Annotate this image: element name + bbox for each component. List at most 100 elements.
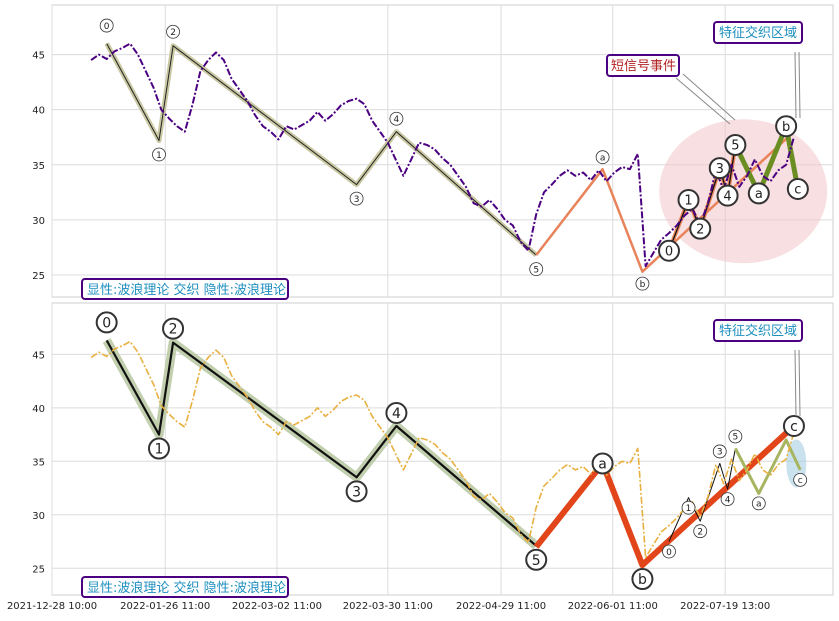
wave-label-circle bbox=[677, 189, 700, 212]
badge-text: 特征交织区域 bbox=[719, 25, 797, 41]
y-tick-label: 35 bbox=[32, 161, 45, 172]
wave-label-circle bbox=[657, 239, 680, 262]
y-tick-label: 40 bbox=[32, 106, 45, 117]
wave-label-text: a bbox=[756, 500, 762, 510]
x-tick-label: 2022-04-29 11:00 bbox=[456, 601, 546, 612]
wave-label-circle bbox=[786, 178, 809, 201]
wave-label-circle bbox=[712, 444, 727, 459]
wave-label-circle bbox=[95, 311, 118, 334]
wave-label-text: 2 bbox=[170, 28, 176, 38]
wave-label-circle bbox=[385, 402, 408, 425]
wave-label-text: 3 bbox=[354, 195, 360, 205]
wave-label: 5 bbox=[724, 133, 747, 156]
wave-label-circle bbox=[693, 524, 708, 539]
y-tick-label: 45 bbox=[32, 51, 45, 62]
x-tick-label: 2022-03-02 11:00 bbox=[232, 601, 322, 612]
zone-callout-arrow bbox=[794, 349, 801, 417]
wave-label: 1 bbox=[152, 147, 166, 162]
wave-label-text: 4 bbox=[725, 495, 731, 505]
bottom-legend-badge: 显性:波浪理论 交织 隐性:波浪理论 bbox=[81, 576, 289, 598]
y-tick-label: 25 bbox=[32, 271, 45, 282]
wave-label-circle bbox=[349, 191, 364, 206]
badge-text: 特征交织区域 bbox=[719, 323, 797, 339]
wave-label-text: 4 bbox=[392, 406, 401, 422]
wave-label-text: 3 bbox=[352, 484, 361, 500]
wave-label-text: 0 bbox=[104, 22, 110, 32]
wave-label: 3 bbox=[712, 444, 727, 459]
wave-label-circle bbox=[782, 415, 805, 438]
wave-label-circle bbox=[681, 500, 696, 515]
wave-label: a bbox=[747, 182, 770, 205]
wave-label-circle bbox=[595, 150, 610, 165]
bottom-panel-y-ticks: 25 30 35 40 45 bbox=[32, 350, 45, 575]
top-panel-y-ticks: 25 30 35 40 45 bbox=[32, 51, 45, 282]
x-tick-label: 2022-07-19 13:00 bbox=[680, 601, 770, 612]
wave-label-text: b bbox=[640, 280, 646, 290]
wave-label-text: 2 bbox=[697, 527, 703, 537]
wave-label-circle bbox=[152, 147, 166, 162]
bottom-panel-waves bbox=[102, 338, 802, 569]
wave-label-circle bbox=[147, 437, 170, 460]
wave-label: 2 bbox=[693, 524, 708, 539]
x-axis-ticks: 2021-12-28 10:00 2022-01-26 11:00 2022-0… bbox=[7, 601, 770, 612]
wave-label: 4 bbox=[389, 111, 404, 126]
wave-label: a bbox=[751, 496, 766, 511]
wave-label: c bbox=[786, 178, 809, 201]
wave-label-circle bbox=[728, 429, 743, 444]
wave-label-circle bbox=[345, 480, 368, 503]
wave-label-circle bbox=[525, 548, 548, 571]
wave-label-circle bbox=[751, 496, 766, 511]
wave-label: b bbox=[631, 568, 654, 591]
y-tick-label: 30 bbox=[32, 216, 45, 227]
wave-label-circle bbox=[662, 544, 676, 559]
price-line bbox=[90, 340, 795, 559]
wave-label-text: 1 bbox=[156, 151, 162, 161]
wave-label-circle bbox=[775, 115, 798, 138]
badge-text: 显性:波浪理论 交织 隐性:波浪理论 bbox=[87, 282, 286, 298]
wave-label-circle bbox=[166, 24, 180, 39]
bottom-panel-wave-labels: 0 1 2 3 4 5 a b c 0 1 2 3 4 5 a c bbox=[95, 311, 808, 591]
bottom-panel-price-series bbox=[90, 340, 795, 559]
wave-label: 5 bbox=[529, 262, 544, 277]
top-zone-badge: 特征交织区域 bbox=[713, 21, 803, 44]
badge-text: 短信号事件 bbox=[611, 59, 676, 74]
wave-label: b bbox=[635, 276, 650, 291]
wave-label-circle bbox=[708, 157, 731, 180]
wave-label: 2 bbox=[689, 217, 712, 240]
wave-label: 4 bbox=[716, 184, 739, 207]
wave-label: 2 bbox=[162, 317, 185, 340]
wave-label-text: 0 bbox=[102, 315, 111, 331]
y-tick-label: 30 bbox=[32, 511, 45, 522]
wave-label-circle bbox=[720, 492, 735, 507]
wave-label-text: 5 bbox=[733, 433, 739, 443]
wave-label-circle bbox=[716, 184, 739, 207]
wave-label-text: 1 bbox=[684, 194, 692, 209]
wave-label: c bbox=[782, 415, 805, 438]
wave-label-circle bbox=[162, 317, 185, 340]
wave-label-text: 4 bbox=[394, 115, 400, 125]
x-tick-label: 2022-06-01 11:00 bbox=[568, 601, 658, 612]
wave-label-text: 1 bbox=[155, 442, 164, 458]
top-legend-badge: 显性:波浪理论 交织 隐性:波浪理论 bbox=[81, 278, 289, 300]
y-tick-label: 45 bbox=[32, 350, 45, 361]
wave-label-text: 0 bbox=[666, 548, 672, 558]
wave-label: 1 bbox=[681, 500, 696, 515]
wave-label-text: 5 bbox=[533, 265, 539, 275]
top-panel-price-series bbox=[90, 42, 795, 268]
x-tick-label: 2022-01-26 11:00 bbox=[120, 601, 210, 612]
wave-label-text: 2 bbox=[696, 222, 704, 237]
wave-label: 3 bbox=[345, 480, 368, 503]
wave-label-text: 1 bbox=[686, 504, 692, 514]
wave-label-text: c bbox=[794, 183, 801, 198]
wave-label-text: b bbox=[782, 120, 790, 135]
y-tick-label: 35 bbox=[32, 457, 45, 468]
wave-label: 1 bbox=[147, 437, 170, 460]
wave-label: 2 bbox=[166, 24, 180, 39]
primary-wave-line bbox=[105, 339, 537, 547]
abc-wave-line bbox=[533, 423, 796, 569]
wave-label: 1 bbox=[677, 189, 700, 212]
wave-label-circle bbox=[99, 18, 114, 33]
wave-label-circle bbox=[747, 182, 770, 205]
